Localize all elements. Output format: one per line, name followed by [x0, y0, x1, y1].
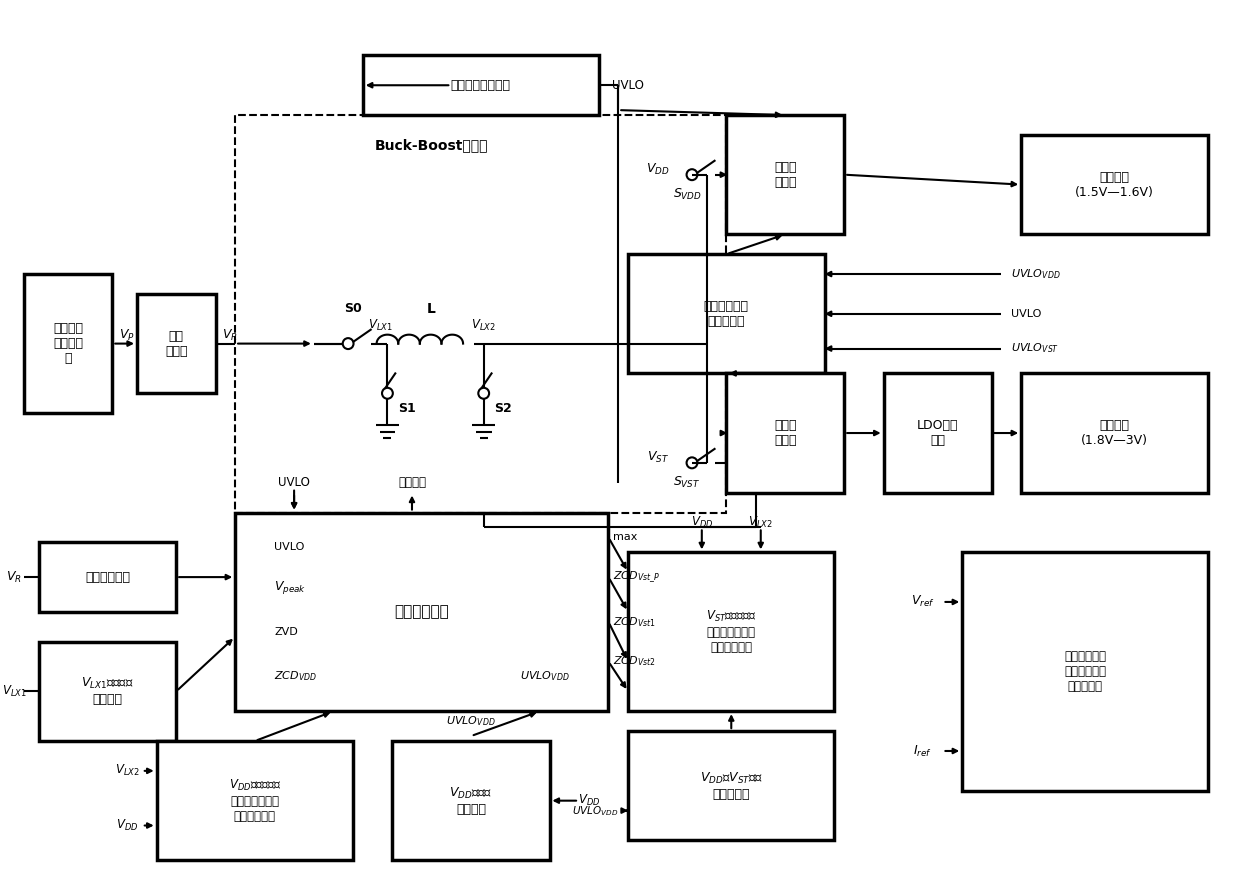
Text: LDO稳压
电路: LDO稳压 电路 — [916, 419, 959, 447]
Text: 低功耗基准电
流源及参考电
压产生电路: 低功耗基准电 流源及参考电 压产生电路 — [1064, 650, 1106, 693]
Text: $V_R$: $V_R$ — [222, 328, 238, 343]
Bar — [38, 642, 176, 741]
Text: L: L — [428, 302, 436, 316]
Text: $V_{DD}$: $V_{DD}$ — [691, 515, 713, 530]
Text: $ZCD_{Vst\_P}$: $ZCD_{Vst\_P}$ — [614, 569, 661, 585]
Text: 自启动预充电电路: 自启动预充电电路 — [451, 79, 511, 92]
Text: $V_{DD}$: $V_{DD}$ — [578, 793, 600, 808]
Text: UVLO: UVLO — [1012, 309, 1042, 319]
Text: Buck-Boost变换器: Buck-Boost变换器 — [374, 138, 489, 152]
Text: $UVLO_{VDD}$: $UVLO_{VDD}$ — [446, 714, 496, 728]
Text: $S_{VDD}$: $S_{VDD}$ — [672, 187, 702, 203]
Text: 存储单元间能
量转换电路: 存储单元间能 量转换电路 — [704, 299, 749, 327]
Text: 负载电路
(1.8V—3V): 负载电路 (1.8V—3V) — [1081, 419, 1148, 447]
Bar — [727, 374, 844, 492]
Bar — [727, 115, 844, 234]
Text: $V_R$: $V_R$ — [6, 569, 22, 585]
Text: 异步控制电路: 异步控制电路 — [394, 604, 449, 619]
Text: UVLO: UVLO — [613, 79, 644, 92]
Text: S2: S2 — [495, 402, 512, 415]
Text: 峰值检测电路: 峰值检测电路 — [86, 571, 130, 583]
Text: $V_{DD}$: $V_{DD}$ — [115, 818, 138, 833]
Text: $V_{LX1}$电压过零
检测电路: $V_{LX1}$电压过零 检测电路 — [81, 677, 134, 706]
Text: $V_P$: $V_P$ — [119, 328, 135, 343]
Bar — [629, 731, 835, 841]
Text: $V_{DD}$端能量存储
单元的充电电流
过零检测电路: $V_{DD}$端能量存储 单元的充电电流 过零检测电路 — [228, 778, 281, 823]
Bar — [236, 512, 609, 711]
Text: 开关信号: 开关信号 — [398, 476, 427, 489]
Text: $UVLO_{VST}$: $UVLO_{VST}$ — [1012, 341, 1059, 355]
Bar — [884, 374, 992, 492]
Bar — [236, 115, 727, 512]
Text: max: max — [614, 533, 637, 542]
Text: $V_{ref}$: $V_{ref}$ — [911, 595, 935, 609]
Bar — [629, 254, 825, 374]
Text: $ZCD_{VDD}$: $ZCD_{VDD}$ — [274, 670, 317, 684]
Text: 压电振动
能量收集
器: 压电振动 能量收集 器 — [53, 322, 83, 365]
Text: $UVLO_{VDD}$: $UVLO_{VDD}$ — [520, 670, 569, 684]
Bar — [392, 741, 549, 860]
Text: $V_{LX2}$: $V_{LX2}$ — [115, 763, 139, 779]
Text: $UVLO_{VDD}$: $UVLO_{VDD}$ — [572, 804, 619, 817]
Text: $UVLO_{VDD}$: $UVLO_{VDD}$ — [1012, 267, 1061, 281]
Text: $V_{LX1}$: $V_{LX1}$ — [1, 684, 26, 699]
Bar — [136, 294, 216, 393]
Text: UVLO: UVLO — [274, 542, 305, 553]
Text: $ZCD_{Vst1}$: $ZCD_{Vst1}$ — [614, 615, 656, 629]
Bar — [1021, 135, 1208, 234]
Bar — [38, 542, 176, 612]
Bar — [24, 274, 113, 413]
Text: $V_{ST}$端能量存储
单元的充电电流
过零检测电路: $V_{ST}$端能量存储 单元的充电电流 过零检测电路 — [707, 609, 756, 654]
Bar — [363, 56, 599, 115]
Text: $V_{LX2}$: $V_{LX2}$ — [749, 515, 773, 530]
Text: 能量存
储单元: 能量存 储单元 — [774, 161, 796, 189]
Text: $ZCD_{Vst2}$: $ZCD_{Vst2}$ — [614, 655, 656, 669]
Text: 能量存
储单元: 能量存 储单元 — [774, 419, 796, 447]
Bar — [962, 553, 1208, 791]
Bar — [156, 741, 353, 860]
Text: S0: S0 — [345, 302, 362, 315]
Text: $V_{DD}$与$V_{ST}$电压
迟滞比较器: $V_{DD}$与$V_{ST}$电压 迟滞比较器 — [699, 771, 763, 801]
Text: $V_{LX1}$: $V_{LX1}$ — [368, 318, 393, 333]
Text: $V_{peak}$: $V_{peak}$ — [274, 579, 306, 595]
Text: $V_{LX2}$: $V_{LX2}$ — [471, 318, 496, 333]
Text: $V_{DD}$的内部
稳压电路: $V_{DD}$的内部 稳压电路 — [449, 786, 492, 815]
Text: UVLO: UVLO — [278, 476, 310, 489]
Bar — [629, 553, 835, 711]
Text: $V_{DD}$: $V_{DD}$ — [646, 162, 670, 177]
Text: ZVD: ZVD — [274, 627, 298, 636]
Text: $S_{VST}$: $S_{VST}$ — [673, 475, 701, 491]
Text: $I_{ref}$: $I_{ref}$ — [914, 744, 932, 759]
Bar — [1021, 374, 1208, 492]
Text: S1: S1 — [398, 402, 415, 415]
Text: $V_{ST}$: $V_{ST}$ — [646, 450, 668, 465]
Text: 负载电路
(1.5V—1.6V): 负载电路 (1.5V—1.6V) — [1075, 170, 1154, 199]
Text: 有源
整流器: 有源 整流器 — [165, 330, 187, 358]
